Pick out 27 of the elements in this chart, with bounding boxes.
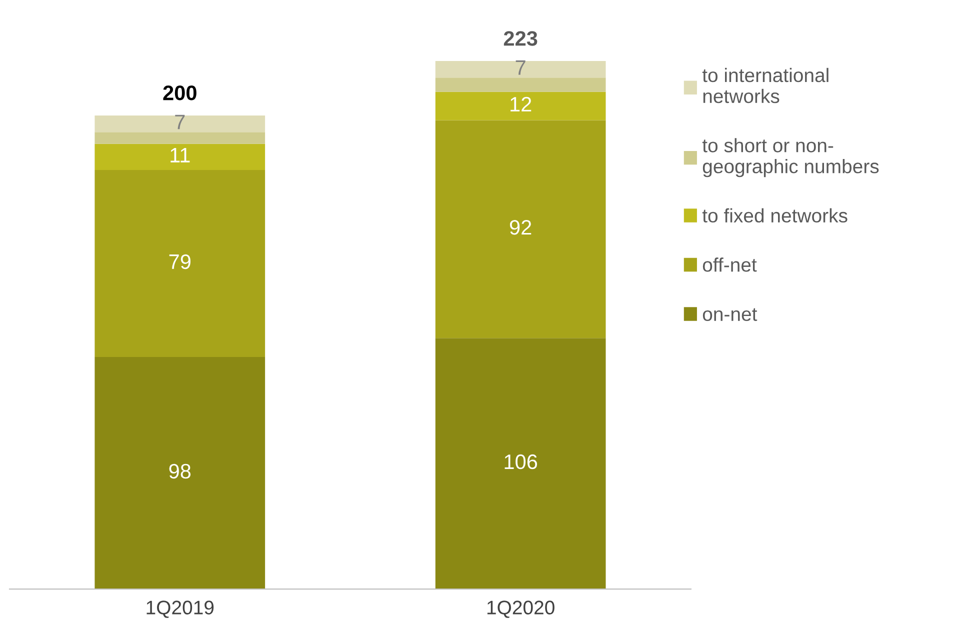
bar [94, 144, 266, 170]
total-label: 200 [163, 86, 196, 100]
bar [94, 132, 266, 144]
data-label: 12 [510, 96, 532, 112]
data-label: 98 [169, 464, 191, 479]
data-label: 106 [504, 454, 538, 470]
legend-label: to fixed networks [702, 208, 848, 223]
legend-label: off-net [702, 258, 757, 272]
x-tick-label: 1Q2019 [146, 600, 214, 618]
bar [94, 116, 266, 132]
bar [435, 92, 606, 120]
legend-label: to international networks [702, 68, 828, 104]
total-label: 223 [504, 31, 538, 46]
data-label: 7 [516, 60, 526, 75]
bar [435, 120, 606, 338]
bar [435, 338, 606, 590]
legend-label: to short or non-geographic numbers [702, 138, 879, 178]
legend-label: on-net [702, 308, 758, 322]
x-tick-label: 1Q2020 [487, 600, 554, 618]
data-label: 7 [175, 114, 185, 130]
data-label: 79 [169, 254, 190, 270]
data-label: 11 [170, 148, 190, 162]
bar [94, 170, 266, 358]
bar [94, 357, 266, 590]
bar [435, 61, 606, 78]
data-label: 92 [510, 220, 532, 235]
bar [435, 78, 606, 92]
